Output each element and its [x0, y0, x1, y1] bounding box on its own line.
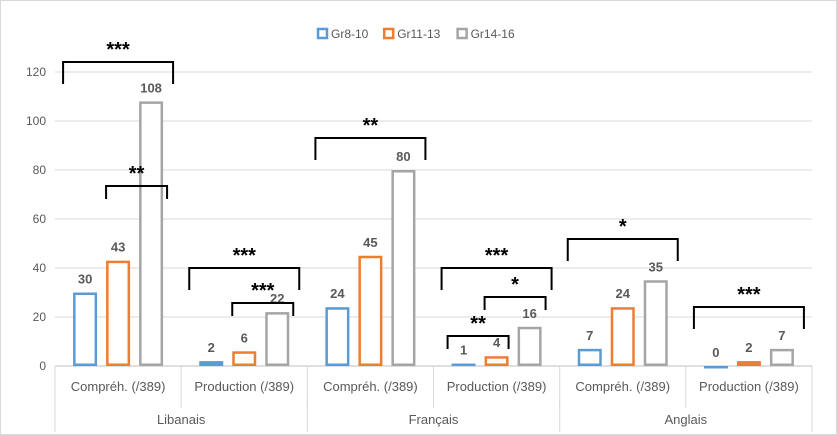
- bar-gr14-16: [769, 348, 794, 367]
- data-label: 4: [493, 335, 501, 350]
- data-label: 1: [460, 343, 467, 358]
- significance-label: *: [619, 216, 627, 238]
- y-tick-label: 0: [39, 359, 46, 373]
- category-label: Compréh. (/389): [71, 379, 166, 394]
- data-label: 7: [778, 328, 785, 343]
- significance-label: **: [129, 163, 145, 185]
- bar-gr14-16: [265, 312, 290, 367]
- data-label: 0: [712, 345, 719, 360]
- data-label: 24: [330, 286, 345, 301]
- y-tick-label: 40: [33, 261, 47, 275]
- significance-bracket: [446, 335, 510, 349]
- group-label: Anglais: [665, 412, 708, 427]
- y-tick-label: 80: [33, 163, 47, 177]
- data-label: 7: [586, 328, 593, 343]
- y-tick-label: 120: [26, 65, 46, 79]
- data-label: 6: [241, 330, 248, 345]
- data-label: 2: [208, 340, 215, 355]
- legend-label: Gr8-10: [331, 27, 369, 41]
- category-label: Compréh. (/389): [323, 379, 418, 394]
- significance-bracket: [105, 185, 169, 199]
- significance-bracket: [440, 267, 553, 290]
- bar-gr11-13: [610, 307, 635, 367]
- legend-label: Gr14-16: [471, 27, 515, 41]
- significance-bracket: [692, 306, 805, 329]
- significance-bracket: [188, 267, 301, 290]
- significance-bracket: [483, 296, 547, 310]
- significance-label: ***: [251, 280, 275, 302]
- bar-gr11-13: [232, 351, 257, 366]
- data-label: 108: [140, 80, 162, 95]
- significance-bracket: [62, 61, 175, 84]
- significance-label: ***: [485, 245, 509, 267]
- significance-label: **: [470, 313, 486, 335]
- bar-gr14-16: [517, 326, 542, 366]
- significance-label: *: [511, 274, 519, 296]
- data-label: 30: [78, 272, 92, 287]
- data-label: 80: [396, 149, 410, 164]
- legend-label: Gr11-13: [397, 27, 440, 41]
- category-label: Production (/389): [194, 379, 294, 394]
- significance-label: ***: [233, 245, 257, 267]
- significance-bracket: [231, 302, 295, 316]
- y-tick-label: 20: [33, 310, 47, 324]
- bar-gr8-10: [199, 361, 224, 367]
- significance-bracket: [314, 137, 427, 160]
- bar-gr11-13: [106, 260, 131, 366]
- bar-gr14-16: [643, 280, 668, 366]
- bar-gr14-16: [391, 170, 416, 366]
- bar-gr11-13: [358, 255, 383, 366]
- category-label: Production (/389): [447, 379, 547, 394]
- category-label: Production (/389): [699, 379, 799, 394]
- data-label: 2: [745, 340, 752, 355]
- bar-gr8-10: [577, 348, 602, 367]
- legend-swatch: [382, 27, 395, 40]
- bar-gr8-10: [73, 292, 98, 366]
- data-label: 45: [363, 235, 377, 250]
- legend-swatch: [316, 27, 329, 40]
- bar-gr11-13: [484, 356, 509, 367]
- significance-bracket: [566, 238, 679, 261]
- significance-label: ***: [737, 284, 761, 306]
- bar-gr11-13: [736, 361, 761, 367]
- data-label: 24: [616, 286, 631, 301]
- legend-swatch: [456, 27, 468, 40]
- significance-label: **: [363, 115, 379, 137]
- y-tick-label: 60: [33, 212, 47, 226]
- group-label: Libanais: [157, 412, 206, 427]
- data-label: 16: [522, 306, 536, 321]
- category-label: Compréh. (/389): [575, 379, 670, 394]
- y-tick-label: 100: [26, 114, 46, 128]
- data-label: 35: [649, 259, 663, 274]
- data-label: 43: [111, 240, 125, 255]
- bar-gr8-10: [325, 307, 350, 367]
- bar-gr14-16: [139, 101, 164, 367]
- significance-label: ***: [106, 39, 130, 61]
- group-label: Français: [409, 412, 459, 427]
